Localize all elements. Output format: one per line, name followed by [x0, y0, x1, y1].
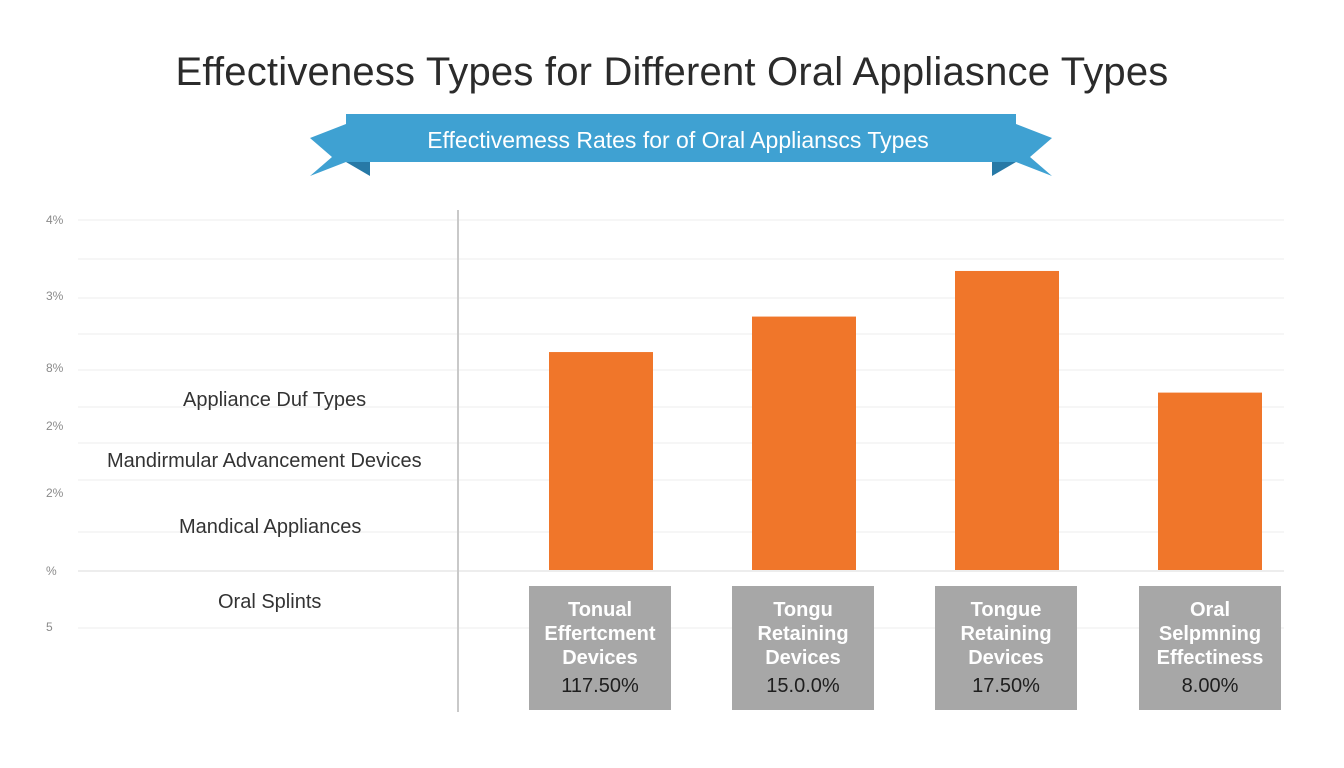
banner-ribbon-shape [310, 114, 1052, 176]
category-label-line: Selpmning [1158, 623, 1262, 645]
category-label-line: Retaining [757, 623, 849, 645]
y-tick-label: 2% [46, 419, 64, 433]
category-label-line: Devices [968, 647, 1044, 669]
banner-subtitle: Effectivemess Rates for of Oral Applians… [427, 127, 929, 153]
bar-2 [752, 316, 856, 570]
value-label: 15.0.0% [766, 675, 840, 697]
category-label-line: Tongu [773, 599, 833, 621]
bar-3 [955, 270, 1059, 570]
category-label-line: Effectiness [1156, 647, 1264, 669]
category-label-line: Tonual [567, 599, 633, 621]
bar-1 [549, 352, 653, 570]
category-label-line: Devices [765, 647, 841, 669]
banner-ribbon: Effectivemess Rates for of Oral Applians… [310, 112, 1052, 180]
y-tick-label: 8% [46, 361, 64, 375]
category-label-line: Tongue [970, 599, 1042, 621]
category-box-4: Oral Selpmning Effectiness 8.00% [1139, 586, 1281, 710]
side-label-2: Mandirmular Advancement Devices [107, 450, 422, 472]
category-label-line: Effertcment [544, 623, 656, 645]
y-tick-label: 3% [46, 289, 64, 303]
category-label-line: Retaining [960, 623, 1052, 645]
value-label: 8.00% [1181, 675, 1239, 697]
category-box-2: Tongu Retaining Devices 15.0.0% [732, 586, 874, 710]
chart-title: Effectiveness Types for Different Oral A… [175, 50, 1169, 94]
category-box-3: Tongue Retaining Devices 17.50% [935, 586, 1077, 710]
category-label-line: Devices [562, 647, 638, 669]
y-tick-label: 5 [46, 620, 53, 634]
side-label-3: Mandical Appliances [179, 516, 362, 538]
category-label-line: Oral [1189, 599, 1231, 621]
side-label-4: Oral Splints [218, 591, 322, 613]
y-tick-label: 4% [46, 213, 64, 227]
side-label-1: Appliance Duf Types [183, 389, 367, 411]
bar-4 [1158, 392, 1262, 570]
value-label: 117.50% [561, 675, 639, 697]
y-tick-label: 2% [46, 486, 64, 500]
value-label: 17.50% [972, 675, 1040, 697]
y-tick-label: % [46, 564, 57, 578]
category-box-1: Tonual Effertcment Devices 117.50% [529, 586, 671, 710]
